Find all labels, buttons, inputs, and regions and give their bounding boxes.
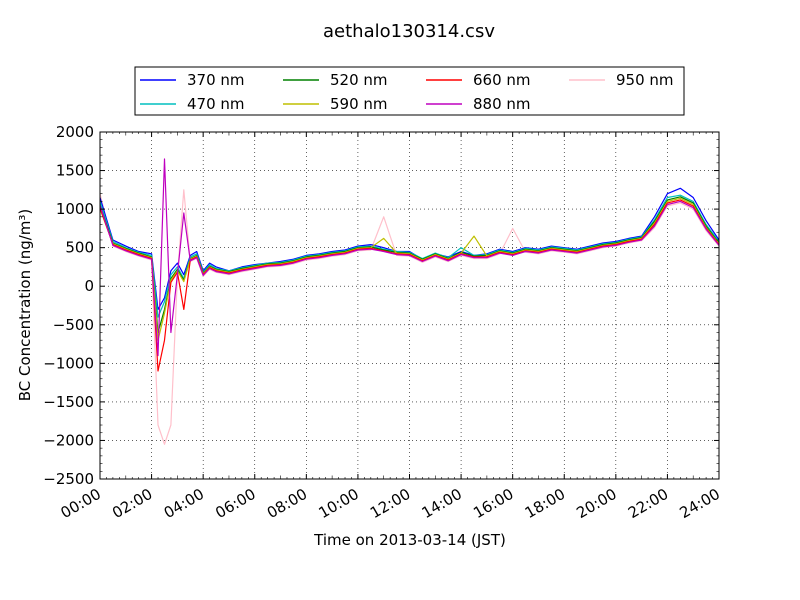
y-tick-label: 1500	[56, 162, 94, 180]
series-line-590-nm	[99, 197, 720, 341]
y-tick-label: 500	[65, 239, 94, 257]
legend-frame	[134, 66, 685, 116]
legend-item: 370 nm	[140, 71, 245, 89]
legend-item: 520 nm	[283, 71, 388, 89]
y-tick-label: 2000	[56, 123, 94, 141]
legend-label: 470 nm	[187, 95, 245, 113]
y-tick-label: −2000	[43, 431, 94, 449]
chart-title: aethalo130314.csv	[323, 21, 495, 42]
series-line-880-nm	[99, 158, 720, 357]
y-tick-label: −2500	[43, 470, 94, 488]
series-line-470-nm	[99, 194, 720, 318]
legend-label: 880 nm	[473, 95, 531, 113]
series-line-370-nm	[99, 187, 720, 310]
legend-item: 660 nm	[426, 71, 531, 89]
series-layer	[99, 158, 720, 445]
y-tick-label: −500	[53, 316, 94, 334]
legend-item: 880 nm	[426, 95, 531, 113]
legend-label: 370 nm	[187, 71, 245, 89]
series-line-520-nm	[99, 196, 720, 334]
legend-item: 470 nm	[140, 95, 245, 113]
y-tick-label: 1000	[56, 200, 94, 218]
y-tick-label: −1000	[43, 354, 94, 372]
y-axis-label: BC Concentration (ng/m³)	[16, 209, 34, 402]
x-axis-label: Time on 2013-03-14 (JST)	[313, 531, 506, 549]
series-line-950-nm	[99, 189, 720, 445]
legend: 370 nm 470 nm 520 nm 590 nm 660 nm 880 nm 950 …	[134, 66, 685, 116]
legend-item: 590 nm	[283, 95, 388, 113]
y-axis: 2000 1500 1000 500 0 −500 −1000 −1500 −2000 −2500	[43, 123, 719, 488]
legend-label: 660 nm	[473, 71, 531, 89]
y-tick-label: −1500	[43, 393, 94, 411]
legend-label: 520 nm	[330, 71, 388, 89]
legend-label: 590 nm	[330, 95, 388, 113]
series-line-660-nm	[99, 199, 720, 372]
legend-item: 950 nm	[569, 71, 674, 89]
legend-label: 950 nm	[616, 71, 674, 89]
y-tick-label: 0	[84, 277, 94, 295]
